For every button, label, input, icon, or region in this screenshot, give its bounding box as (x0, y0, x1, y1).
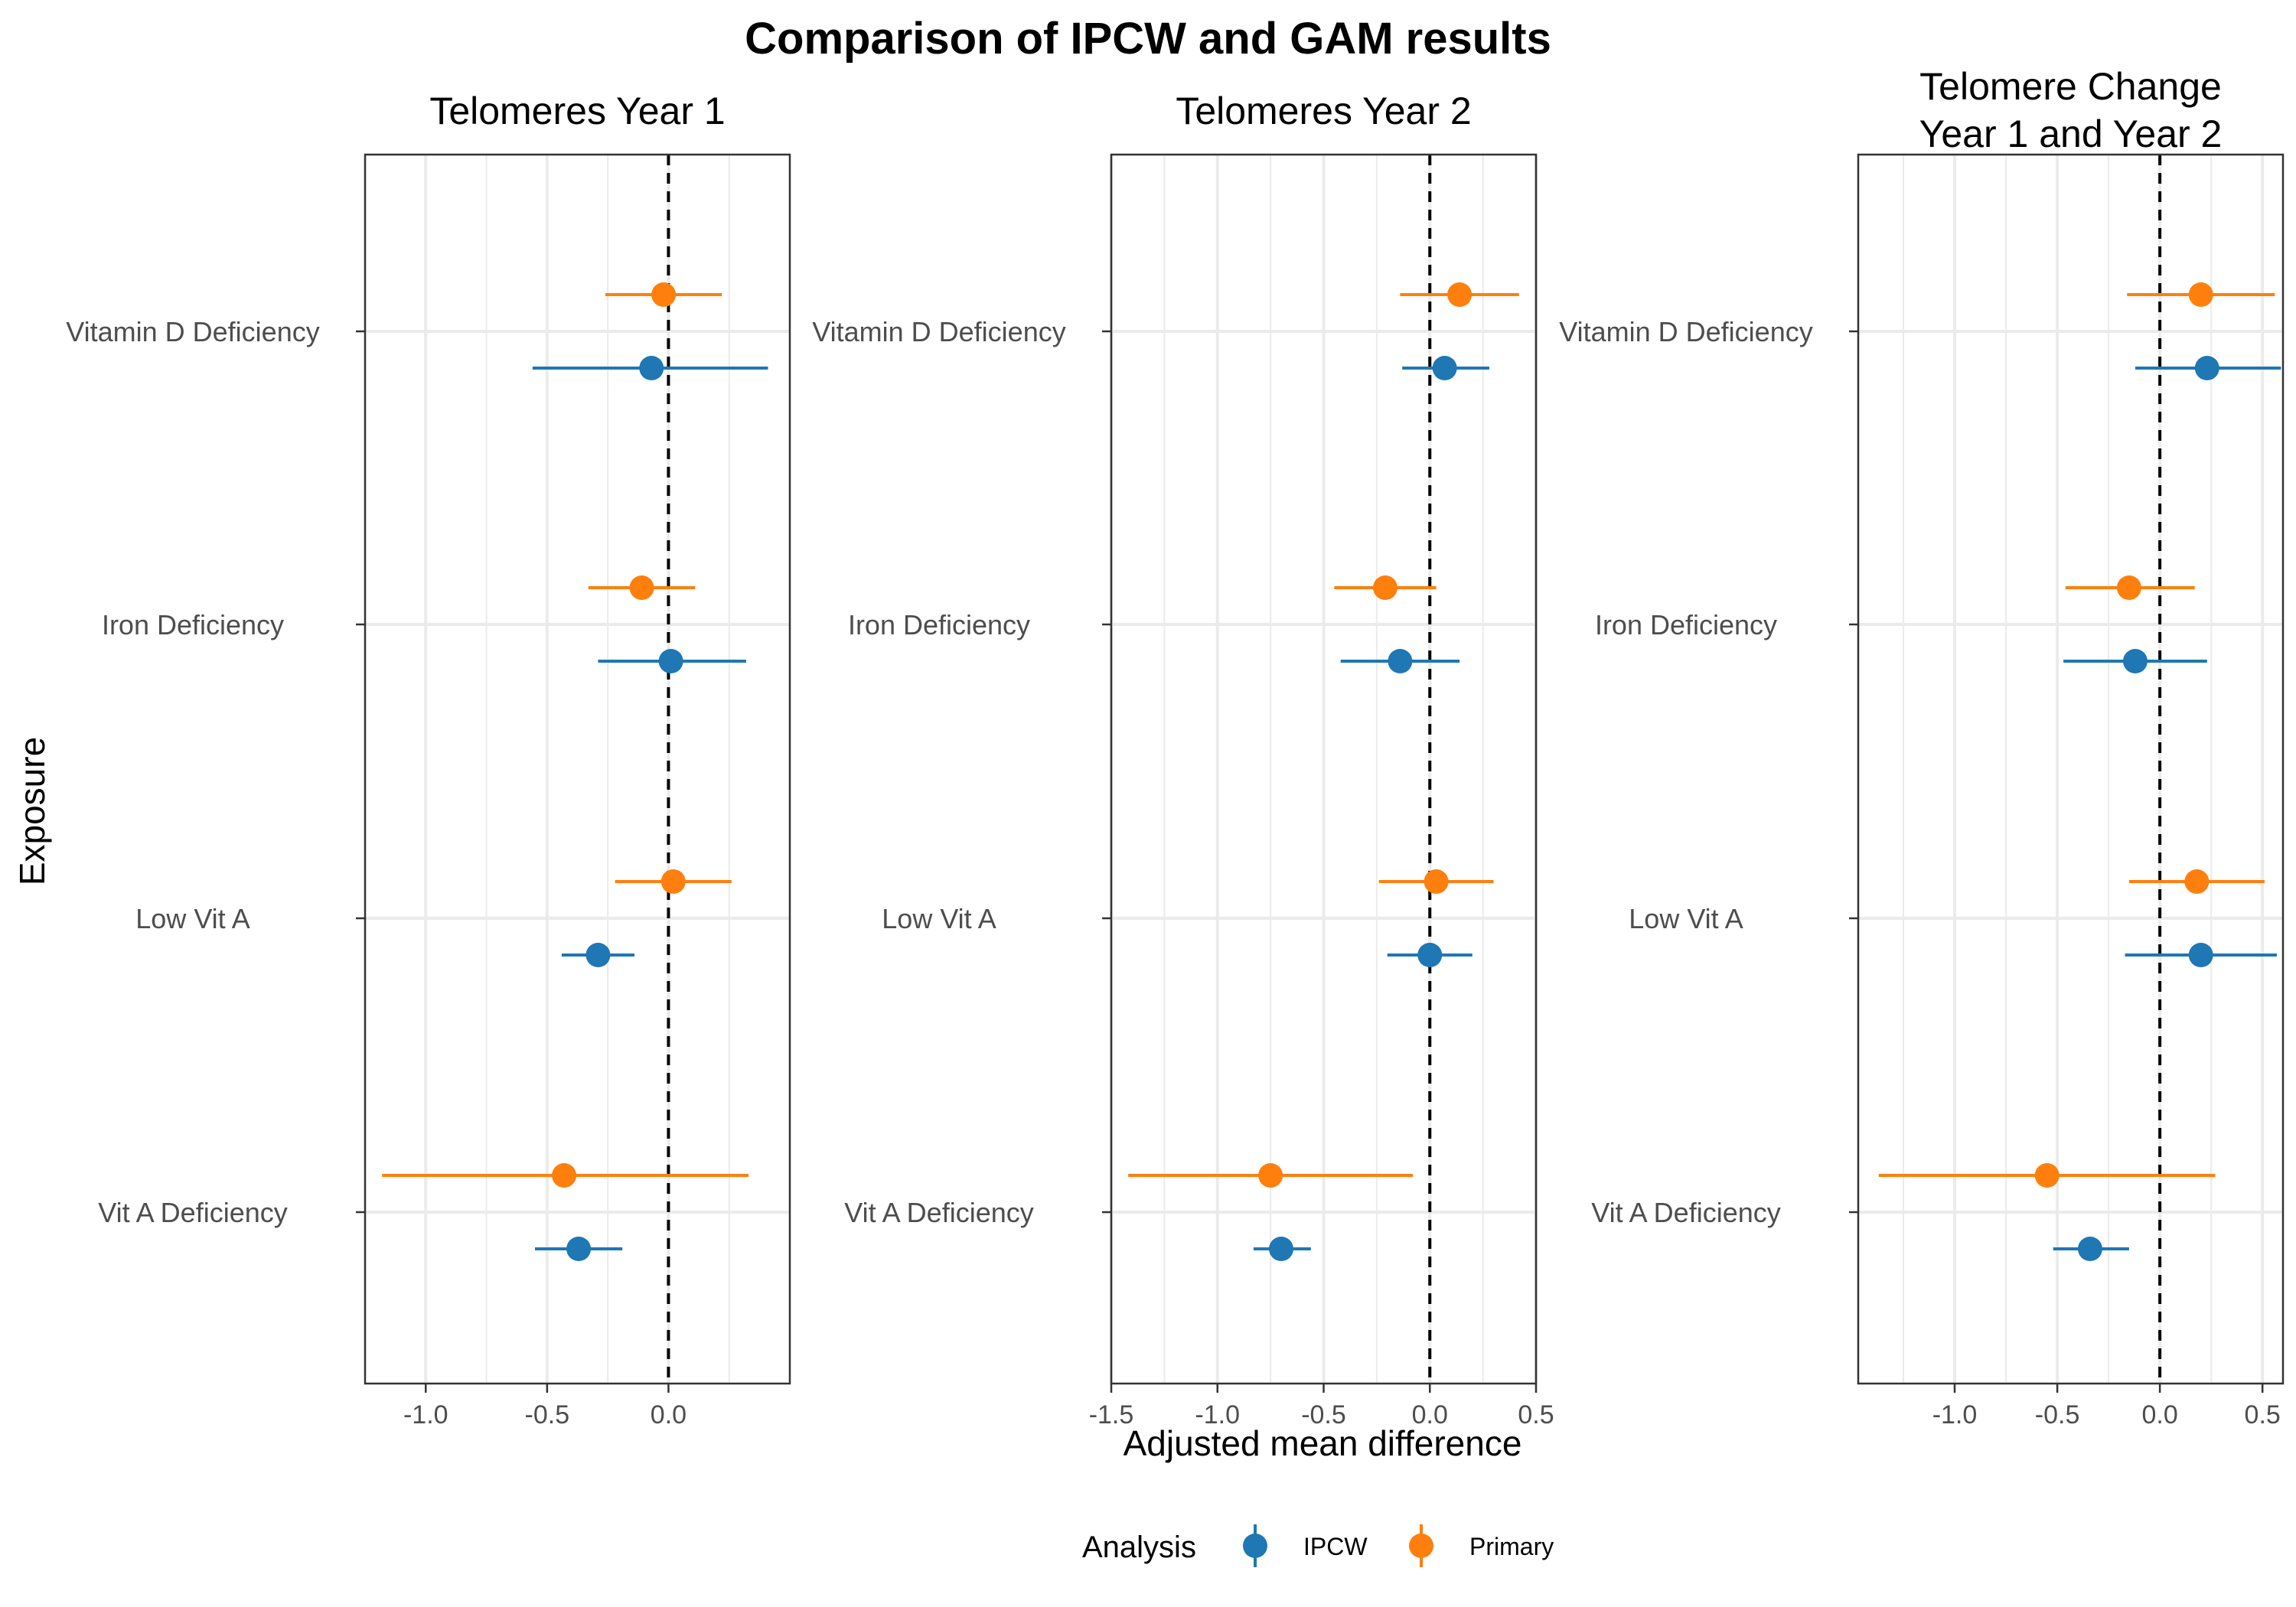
legend-key-point (1409, 1534, 1433, 1558)
x-tick-label: 0.5 (1518, 1400, 1554, 1429)
y-tick-label: Iron Deficiency (102, 609, 284, 641)
panel-3: -1.0 -0.5 0.0 0.5 Vitamin D Deficiency Iron D… (1559, 65, 2285, 1429)
point-ipcw (585, 943, 611, 967)
point-ipcw (566, 1237, 592, 1261)
point-primary (2116, 575, 2141, 600)
y-axis-label: Exposure (12, 737, 52, 885)
y-tick-label: Vitamin D Deficiency (1559, 316, 1812, 347)
point-ipcw (2122, 649, 2148, 673)
y-tick-label: Vit A Deficiency (844, 1197, 1033, 1228)
point-primary (660, 869, 686, 894)
x-tick-label: 0.0 (1412, 1400, 1448, 1429)
panel-title: Year 1 and Year 2 (1919, 112, 2223, 155)
point-ipcw (1269, 1237, 1293, 1261)
y-tick-label: Low Vit A (882, 903, 996, 934)
x-tick-label: 0.0 (651, 1400, 687, 1429)
point-primary (2034, 1163, 2060, 1188)
point-primary (1447, 282, 1473, 307)
legend-entry-label: IPCW (1303, 1533, 1368, 1560)
point-primary (2184, 869, 2210, 894)
point-ipcw (2194, 356, 2219, 380)
y-tick-label: Low Vit A (135, 903, 249, 934)
x-tick-label: -1.5 (1089, 1400, 1134, 1429)
point-primary (651, 282, 677, 307)
panel-title: Telomere Change (1919, 65, 2222, 108)
point-ipcw (639, 356, 664, 380)
panel-title: Telomeres Year 2 (1176, 90, 1471, 132)
panel-border (1857, 153, 2285, 1385)
legend-title: Analysis (1082, 1530, 1196, 1564)
x-tick-label: -1.0 (1195, 1400, 1240, 1429)
chart-title: Comparison of IPCW and GAM results (745, 14, 1551, 64)
point-ipcw (1417, 943, 1443, 967)
x-axis-label: Adjusted mean difference (1124, 1423, 1522, 1463)
x-tick-label: 0.0 (2141, 1400, 2177, 1429)
point-primary (1258, 1163, 1283, 1188)
y-tick-label: Iron Deficiency (1595, 609, 1777, 641)
point-ipcw (2188, 943, 2213, 967)
point-primary (1372, 575, 1397, 600)
point-ipcw (2077, 1237, 2102, 1261)
y-tick-label: Low Vit A (1629, 903, 1743, 934)
point-ipcw (1388, 649, 1413, 673)
point-primary (2188, 282, 2213, 307)
point-primary (1424, 869, 1449, 894)
point-primary (552, 1163, 577, 1188)
legend-entry-label: Primary (1469, 1533, 1554, 1560)
panel-1: -1.0 -0.5 0.0 Vitamin D Deficiency Iron Defi… (66, 90, 791, 1429)
panel-2: -1.5 -1.0 -0.5 0.0 0.5 Vitamin D Deficiency Ir… (812, 90, 1554, 1429)
x-tick-label: -0.5 (1301, 1400, 1346, 1429)
y-tick-label: Vit A Deficiency (98, 1197, 287, 1228)
y-tick-label: Iron Deficiency (848, 609, 1030, 641)
point-ipcw (1432, 356, 1457, 380)
y-tick-label: Vitamin D Deficiency (812, 316, 1065, 347)
legend-key-point (1243, 1534, 1267, 1558)
panel-border (364, 153, 791, 1385)
point-ipcw (658, 649, 683, 673)
panel-title: Telomeres Year 1 (429, 90, 725, 132)
x-tick-label: -1.0 (1932, 1400, 1978, 1429)
y-tick-label: Vit A Deficiency (1591, 1197, 1780, 1228)
x-tick-label: -0.5 (525, 1400, 570, 1429)
x-tick-label: -0.5 (2035, 1400, 2080, 1429)
x-tick-label: -1.0 (403, 1400, 448, 1429)
chart-legend: Analysis IPCW Primary (1082, 1524, 1554, 1567)
point-primary (629, 575, 654, 600)
x-tick-label: 0.5 (2245, 1400, 2281, 1429)
chart-panels: -1.0 -0.5 0.0 Vitamin D Deficiency Iron Defi… (66, 65, 2285, 1429)
y-tick-label: Vitamin D Deficiency (66, 316, 319, 347)
